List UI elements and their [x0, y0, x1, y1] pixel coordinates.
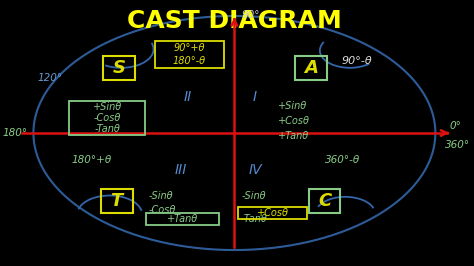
Text: -Sinθ: -Sinθ: [241, 190, 266, 201]
Text: -Tanθ: -Tanθ: [94, 124, 120, 134]
Text: S: S: [112, 59, 126, 77]
Text: +Tanθ: +Tanθ: [167, 214, 198, 224]
Text: CAST DIAGRAM: CAST DIAGRAM: [127, 9, 342, 33]
Text: 90°+θ: 90°+θ: [173, 43, 205, 53]
Text: -Sinθ: -Sinθ: [149, 190, 173, 201]
Text: 360°-θ: 360°-θ: [325, 155, 361, 165]
Text: T: T: [110, 192, 123, 210]
Text: -Cosθ: -Cosθ: [149, 205, 176, 215]
Text: 180°-θ: 180°-θ: [173, 56, 206, 66]
Text: 180°+θ: 180°+θ: [71, 155, 111, 165]
Text: III: III: [175, 163, 187, 177]
Text: -Tanθ: -Tanθ: [241, 214, 267, 225]
Text: +Sinθ: +Sinθ: [93, 102, 122, 112]
Text: 180°: 180°: [2, 128, 27, 138]
Text: +Cosθ: +Cosθ: [256, 208, 289, 218]
Text: I: I: [253, 90, 257, 104]
Text: -Cosθ: -Cosθ: [94, 113, 121, 123]
Text: 120°: 120°: [37, 73, 62, 84]
Text: C: C: [318, 192, 331, 210]
Text: IV: IV: [248, 163, 262, 177]
Text: A: A: [304, 59, 318, 77]
Text: 90°: 90°: [241, 10, 260, 20]
Text: +Cosθ: +Cosθ: [278, 116, 310, 126]
Text: II: II: [184, 90, 192, 104]
Text: +Sinθ: +Sinθ: [278, 101, 308, 111]
Text: 360°: 360°: [445, 140, 470, 150]
Text: +Tanθ: +Tanθ: [278, 131, 310, 141]
Text: 90°-θ: 90°-θ: [341, 56, 372, 66]
Text: 0°: 0°: [449, 121, 461, 131]
